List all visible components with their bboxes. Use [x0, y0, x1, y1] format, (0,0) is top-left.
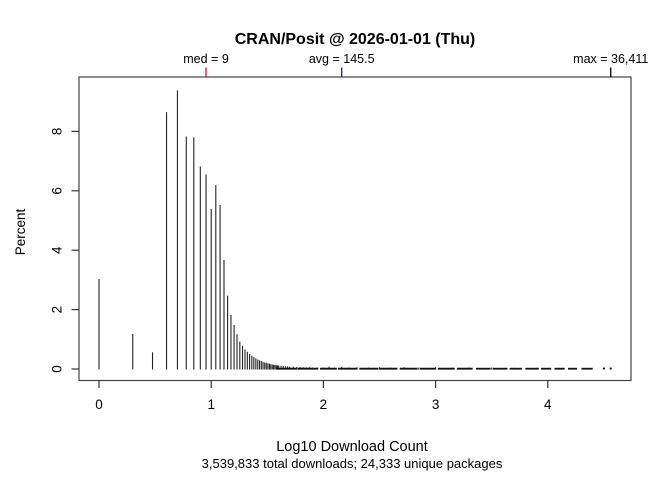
- y-tick-label: 6: [50, 187, 65, 195]
- x-tick-label: 0: [95, 397, 103, 412]
- chart-subtitle: 3,539,833 total downloads; 24,333 unique…: [202, 456, 503, 471]
- average-annotation-label: avg = 145.5: [309, 52, 375, 66]
- y-axis-title: Percent: [13, 208, 28, 255]
- y-tick-label: 8: [50, 128, 65, 136]
- maximum-annotation-label: max = 36,411: [573, 52, 648, 66]
- median-annotation-label: med = 9: [183, 52, 229, 66]
- y-tick-label: 0: [50, 365, 65, 373]
- y-tick-label: 2: [50, 306, 65, 314]
- x-tick-label: 1: [207, 397, 215, 412]
- tail-dot: [602, 367, 606, 370]
- annotation-ticks-group: [205, 67, 612, 77]
- spikes-group: [98, 90, 560, 370]
- x-axis: 0 1 2 3 4: [95, 380, 552, 412]
- x-tick-label: 2: [320, 397, 328, 412]
- x-tick-label: 3: [432, 397, 440, 412]
- tail-dot: [609, 367, 612, 370]
- y-axis: 0 2 4 6 8: [50, 128, 79, 373]
- x-tick-label: 4: [544, 397, 552, 412]
- tail-group: [276, 367, 612, 370]
- chart-title: CRAN/Posit @ 2026-01-01 (Thu): [235, 31, 476, 48]
- y-tick-label: 4: [50, 246, 65, 254]
- plot-box: [78, 76, 632, 382]
- x-axis-title: Log10 Download Count: [276, 439, 428, 455]
